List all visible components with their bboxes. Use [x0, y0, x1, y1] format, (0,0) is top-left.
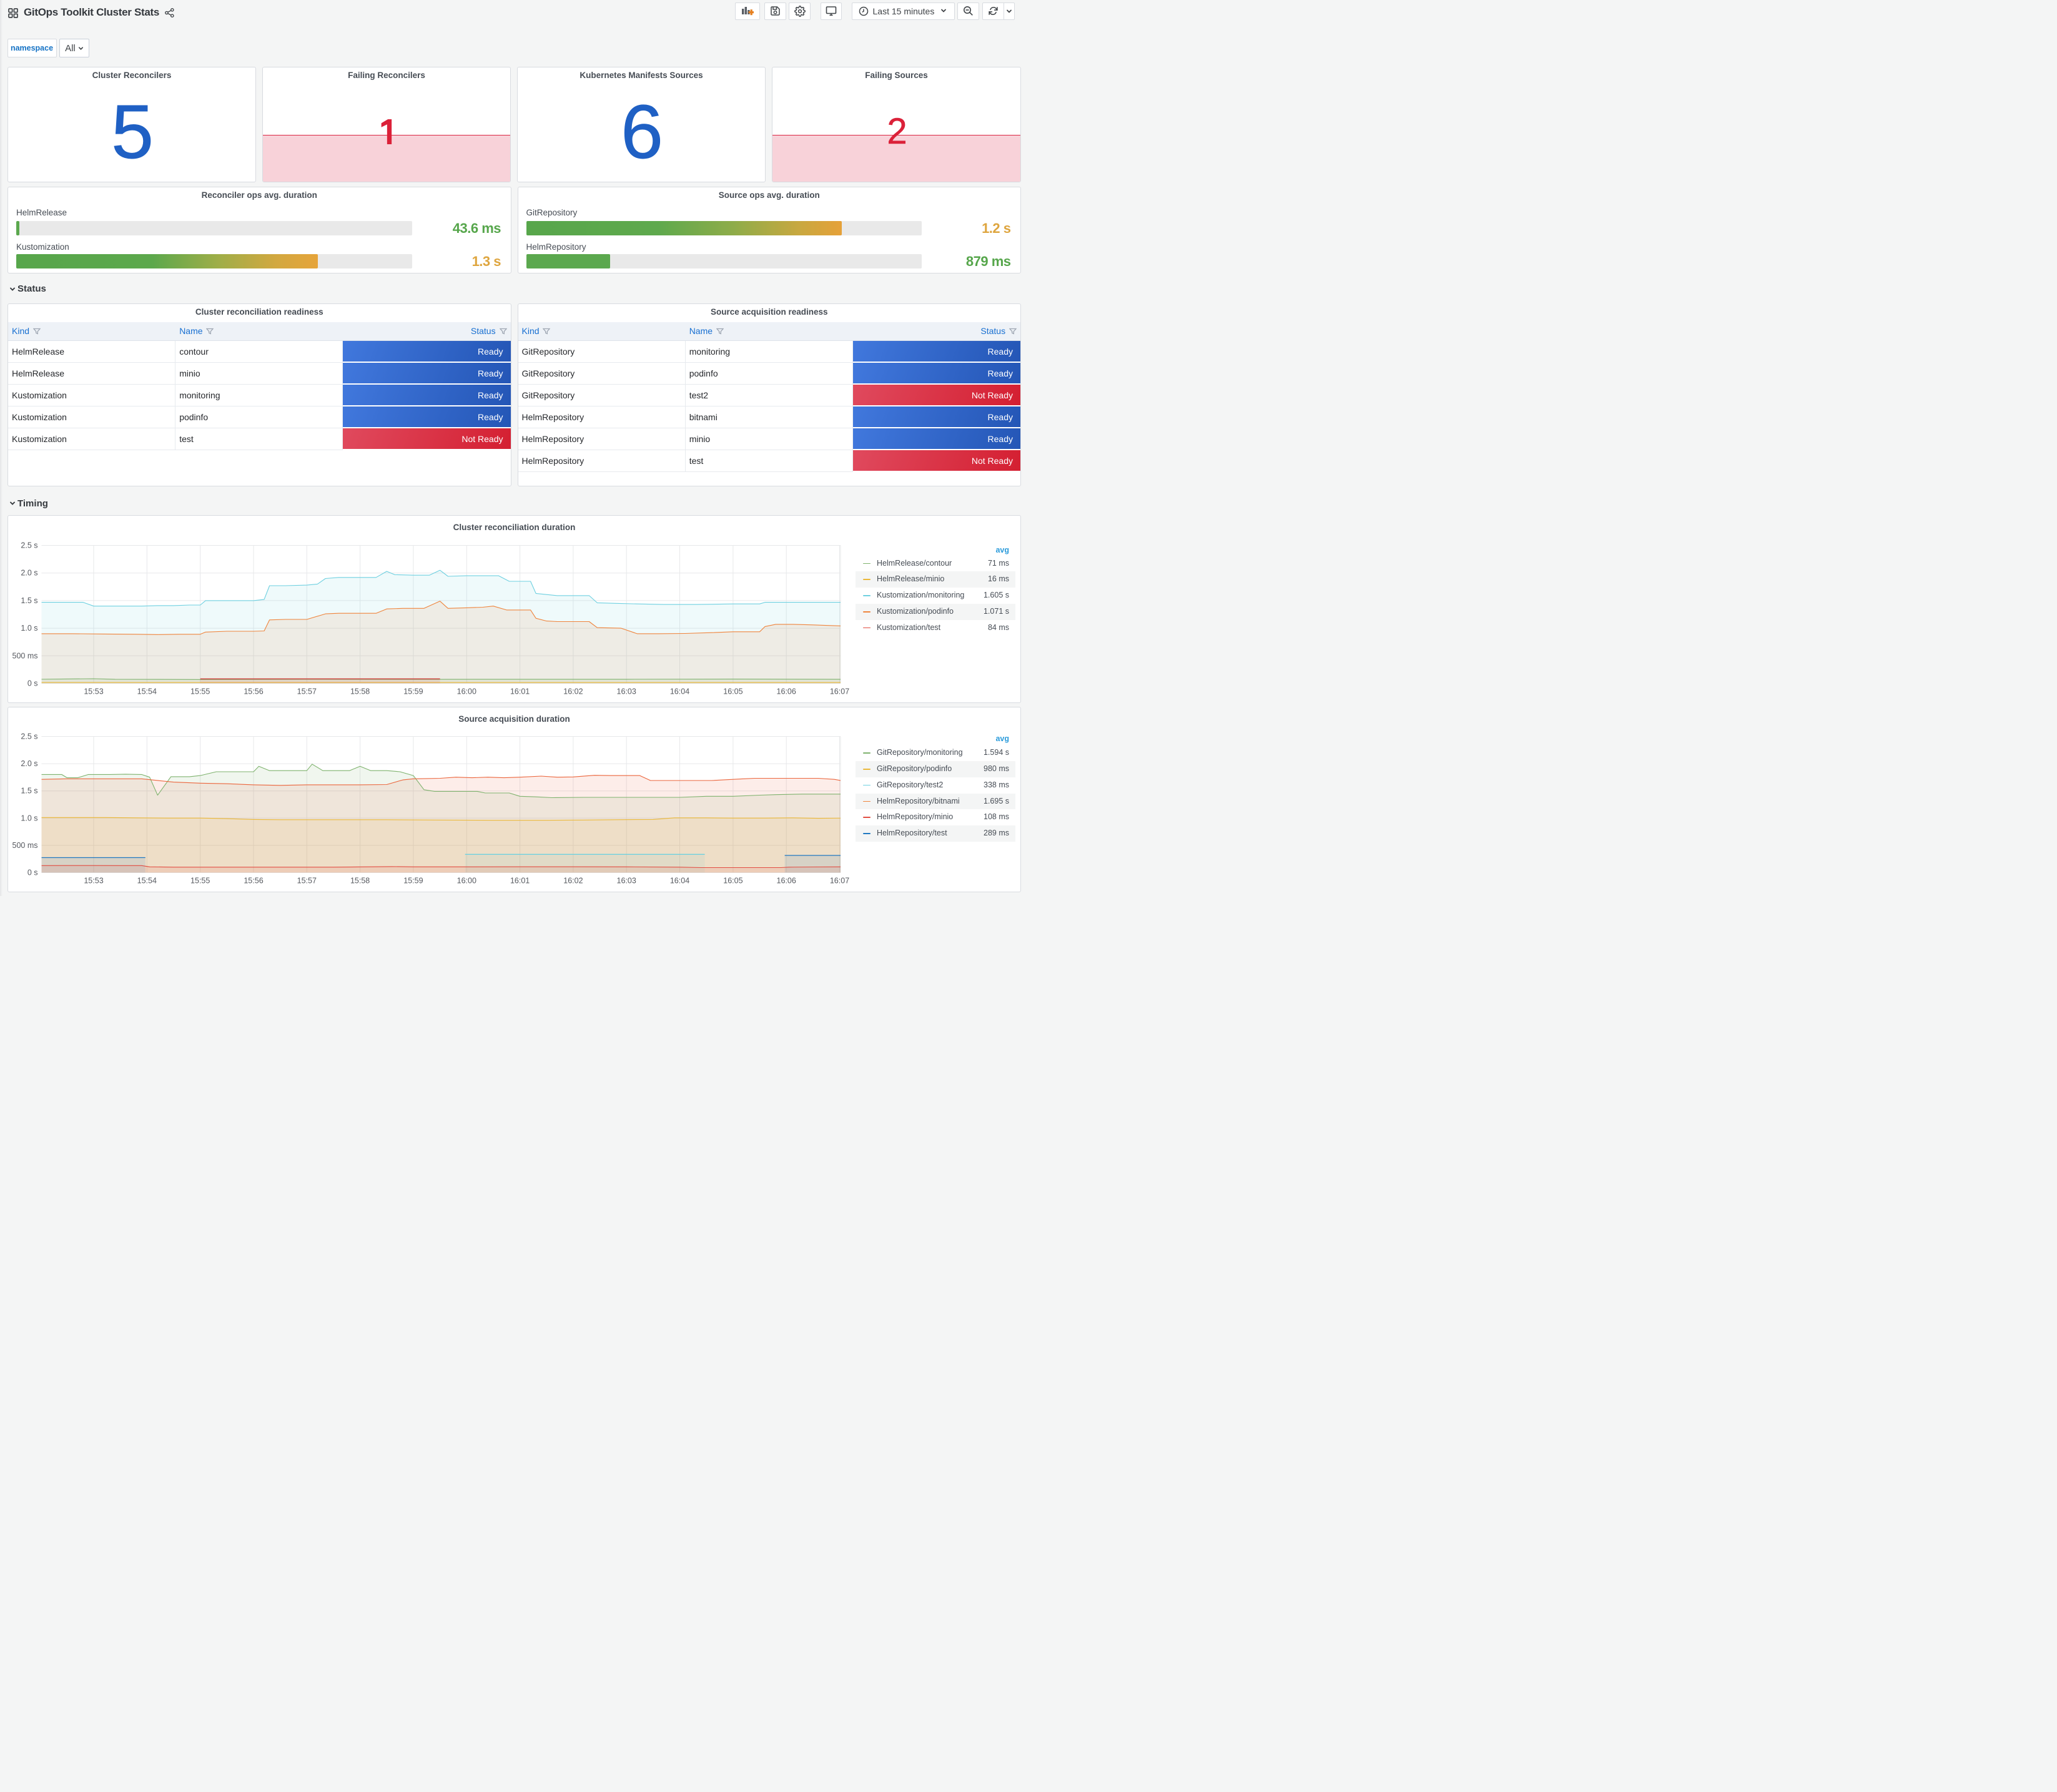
svg-text:15:55: 15:55	[190, 876, 210, 885]
svg-text:1.0 s: 1.0 s	[21, 624, 37, 633]
svg-text:16:06: 16:06	[777, 876, 796, 885]
svg-text:0 s: 0 s	[27, 868, 38, 877]
svg-text:16:03: 16:03	[617, 876, 636, 885]
svg-text:1.5 s: 1.5 s	[21, 786, 37, 795]
svg-text:15:54: 15:54	[137, 876, 157, 885]
svg-text:15:56: 15:56	[244, 876, 263, 885]
svg-text:16:04: 16:04	[670, 687, 689, 696]
svg-text:16:06: 16:06	[777, 687, 796, 696]
svg-text:16:00: 16:00	[457, 876, 476, 885]
svg-text:16:05: 16:05	[723, 687, 742, 696]
svg-text:15:58: 15:58	[350, 876, 370, 885]
svg-text:500 ms: 500 ms	[12, 651, 38, 660]
svg-text:16:01: 16:01	[510, 687, 530, 696]
svg-text:15:56: 15:56	[244, 687, 263, 696]
svg-text:16:04: 16:04	[670, 876, 689, 885]
svg-text:2.0 s: 2.0 s	[21, 759, 37, 768]
svg-text:15:53: 15:53	[84, 687, 103, 696]
svg-text:16:07: 16:07	[830, 876, 849, 885]
svg-text:15:54: 15:54	[137, 687, 157, 696]
svg-text:2.5 s: 2.5 s	[21, 541, 37, 549]
svg-text:16:01: 16:01	[510, 876, 530, 885]
svg-text:2.0 s: 2.0 s	[21, 568, 37, 577]
svg-text:16:02: 16:02	[563, 687, 583, 696]
svg-text:16:07: 16:07	[830, 687, 849, 696]
svg-text:15:53: 15:53	[84, 876, 103, 885]
svg-text:16:05: 16:05	[723, 876, 742, 885]
svg-text:15:59: 15:59	[403, 687, 423, 696]
svg-text:15:58: 15:58	[350, 687, 370, 696]
svg-text:16:00: 16:00	[457, 687, 476, 696]
svg-text:15:55: 15:55	[190, 687, 210, 696]
svg-text:1.5 s: 1.5 s	[21, 596, 37, 604]
svg-text:0 s: 0 s	[27, 679, 38, 687]
svg-text:16:02: 16:02	[563, 876, 583, 885]
svg-text:16:03: 16:03	[617, 687, 636, 696]
svg-text:1.0 s: 1.0 s	[21, 814, 37, 822]
svg-text:2.5 s: 2.5 s	[21, 732, 37, 741]
svg-text:15:59: 15:59	[403, 876, 423, 885]
svg-text:15:57: 15:57	[297, 876, 317, 885]
svg-text:500 ms: 500 ms	[12, 840, 38, 849]
svg-text:15:57: 15:57	[297, 687, 317, 696]
